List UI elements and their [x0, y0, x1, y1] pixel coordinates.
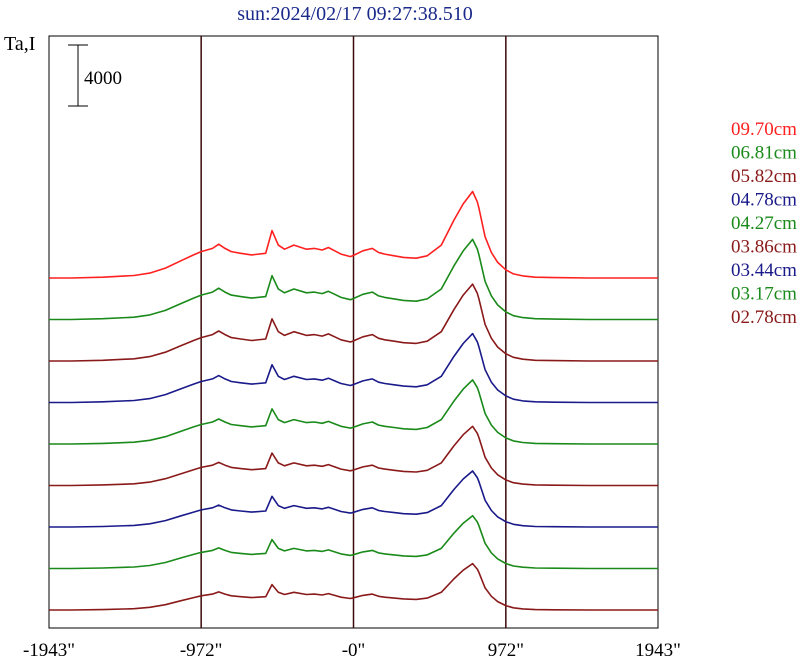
x-tick-label: -0"	[342, 640, 366, 661]
chart-title: sun:2024/02/17 09:27:38.510	[237, 3, 473, 25]
series-line-05.82cm	[49, 283, 658, 362]
series-line-03.86cm	[49, 425, 658, 487]
x-tick-label: 1943"	[635, 640, 681, 661]
y-axis-label: Ta,I	[4, 33, 35, 55]
x-tick-label: -1943"	[23, 640, 75, 661]
series-line-03.17cm	[49, 514, 658, 570]
legend-entry: 02.78cm	[731, 307, 797, 328]
scale-bar-label: 4000	[84, 68, 122, 89]
legend-entry: 06.81cm	[731, 143, 797, 164]
legend-entry: 09.70cm	[731, 119, 797, 140]
series-line-09.70cm	[49, 190, 658, 279]
x-tick-label: 972"	[488, 640, 524, 661]
series-line-04.27cm	[49, 379, 658, 445]
legend-entry: 05.82cm	[731, 166, 797, 187]
legend-entry: 03.44cm	[731, 260, 797, 281]
series-line-02.78cm	[49, 562, 658, 611]
series-line-04.78cm	[49, 332, 658, 404]
scale-bar: 4000	[68, 44, 122, 107]
reference-lines	[200, 36, 507, 628]
legend-entry: 03.86cm	[731, 237, 797, 258]
series-line-06.81cm	[49, 238, 658, 321]
legend-entry: 03.17cm	[731, 284, 797, 305]
legend-entry: 04.27cm	[731, 213, 797, 234]
series-line-03.44cm	[49, 470, 658, 528]
legend-entry: 04.78cm	[731, 190, 797, 211]
x-tick-label: -972"	[180, 640, 223, 661]
series-curves	[49, 190, 658, 611]
x-tick-labels: -1943" -972" -0" 972" 1943"	[23, 640, 681, 661]
